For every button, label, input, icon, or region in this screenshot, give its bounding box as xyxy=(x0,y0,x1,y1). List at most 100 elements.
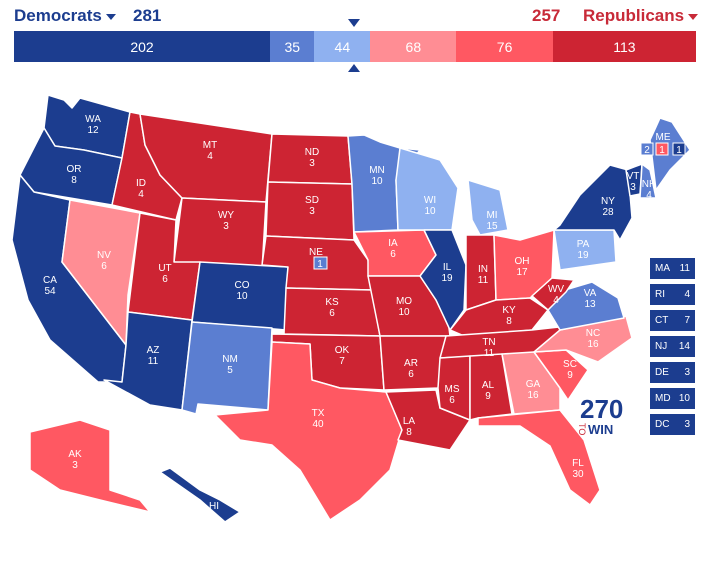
state-label-nh: NH 4 xyxy=(642,179,656,201)
state-label-az: AZ 11 xyxy=(147,345,160,367)
state-wi[interactable] xyxy=(395,147,459,231)
state-label-ca: CA 54 xyxy=(43,275,57,297)
electoral-vote-bar: 202 35 44 68 76 113 xyxy=(14,31,697,62)
side-box-ev: 3 xyxy=(684,367,690,378)
maine-district-3-label: 1 xyxy=(676,145,682,156)
270towin-logo: 270 TO WIN xyxy=(577,394,624,437)
state-label-ar: AR 6 xyxy=(404,358,418,380)
state-wy[interactable] xyxy=(173,197,267,271)
chevron-down-icon xyxy=(105,13,116,20)
side-box-ev: 7 xyxy=(684,315,690,326)
state-ak[interactable] xyxy=(29,419,151,513)
state-label-al: AL 9 xyxy=(482,380,495,402)
side-box-abbr: DE xyxy=(655,367,669,378)
republicans-dropdown[interactable]: Republicans xyxy=(583,6,699,26)
side-box-ev: 3 xyxy=(684,419,690,430)
state-label-ga: GA 16 xyxy=(526,379,541,401)
state-label-pa: PA 19 xyxy=(577,239,590,261)
state-label-oh: OH 17 xyxy=(515,256,530,278)
maine-district-2-box[interactable] xyxy=(655,142,669,156)
side-box-abbr: NJ xyxy=(655,341,668,352)
bar-safe-republican[interactable]: 113 xyxy=(552,31,697,62)
state-tx[interactable] xyxy=(214,341,403,521)
state-label-id: ID 4 xyxy=(136,178,146,200)
state-fl[interactable] xyxy=(477,409,601,506)
state-nm[interactable] xyxy=(181,321,273,415)
republicans-total: 257 xyxy=(532,6,561,25)
bar-likely-democrat[interactable]: 35 xyxy=(270,31,315,62)
270-marker-top-icon xyxy=(348,19,360,27)
state-label-ia: IA 6 xyxy=(388,238,398,260)
state-label-sd: SD 3 xyxy=(305,195,319,217)
state-ny[interactable] xyxy=(553,164,633,241)
270-marker-bottom-icon xyxy=(348,64,360,72)
republicans-label: Republicans xyxy=(583,6,685,25)
state-me[interactable] xyxy=(649,117,691,191)
state-hi[interactable] xyxy=(159,467,241,523)
state-label-fl: FL 30 xyxy=(572,458,584,480)
side-box-nj[interactable]: NJ 14 xyxy=(650,336,695,357)
state-label-mt: MT 4 xyxy=(203,140,217,162)
side-box-ev: 11 xyxy=(679,263,690,274)
state-label-ky: KY 8 xyxy=(502,305,516,327)
nebraska-district-2-box[interactable] xyxy=(313,256,328,270)
state-label-ny: NY 28 xyxy=(601,196,615,218)
side-box-ma[interactable]: MA 11 xyxy=(650,258,695,279)
state-wv[interactable] xyxy=(531,277,575,311)
side-box-de[interactable]: DE 3 xyxy=(650,362,695,383)
state-label-nv: NV 6 xyxy=(97,250,111,272)
side-box-abbr: RI xyxy=(655,289,665,300)
state-mi[interactable] xyxy=(467,179,509,236)
state-label-wi: WI 10 xyxy=(424,195,436,217)
state-label-nm: NM 5 xyxy=(222,354,238,376)
state-label-nd: ND 3 xyxy=(305,147,319,169)
state-label-vt: VT 3 xyxy=(627,171,640,193)
nebraska-district-2-label: 1 xyxy=(317,259,323,270)
state-label-nc: NC 16 xyxy=(586,328,600,350)
bar-lean-democrat[interactable]: 44 xyxy=(314,31,371,62)
state-label-ms: MS 6 xyxy=(445,384,460,406)
side-box-abbr: MA xyxy=(655,263,670,274)
state-label-wa: WA 12 xyxy=(85,114,101,136)
maine-district-3-box[interactable] xyxy=(672,142,686,156)
side-box-abbr: MD xyxy=(655,393,671,404)
maine-district-2-label: 1 xyxy=(659,145,665,156)
side-box-ev: 14 xyxy=(678,341,690,352)
state-label-in: IN 11 xyxy=(478,264,489,286)
state-label-ut: UT 6 xyxy=(158,263,171,285)
side-box-dc[interactable]: DC 3 xyxy=(650,414,695,435)
state-label-mn: MN 10 xyxy=(369,165,385,187)
state-label-wv: WV 4 xyxy=(548,284,564,306)
side-box-abbr: CT xyxy=(655,315,669,326)
side-box-ev: 10 xyxy=(678,393,690,404)
democrats-dropdown[interactable]: Democrats xyxy=(14,6,116,26)
state-ms[interactable] xyxy=(437,355,471,421)
state-nh[interactable] xyxy=(639,163,657,199)
chevron-down-icon xyxy=(688,13,699,20)
side-box-ri[interactable]: RI 4 xyxy=(650,284,695,305)
democrats-total: 281 xyxy=(133,6,162,25)
side-box-ev: 4 xyxy=(684,289,690,300)
state-label-sc: SC 9 xyxy=(563,359,577,381)
state-label-ok: OK 7 xyxy=(335,345,350,367)
state-label-ks: KS 6 xyxy=(325,297,339,319)
side-box-md[interactable]: MD 10 xyxy=(650,388,695,409)
bar-likely-republican[interactable]: 76 xyxy=(456,31,553,62)
democrats-label: Democrats xyxy=(14,6,102,25)
state-la[interactable] xyxy=(385,389,471,451)
bar-safe-democrat[interactable]: 202 xyxy=(14,31,271,62)
side-box-ct[interactable]: CT 7 xyxy=(650,310,695,331)
side-box-abbr: DC xyxy=(655,419,670,430)
state-label-or: OR 8 xyxy=(67,164,82,186)
state-label-tn: TN 11 xyxy=(482,337,495,359)
state-label-il: IL 19 xyxy=(441,262,453,284)
state-label-mo: MO 10 xyxy=(396,296,412,318)
bar-lean-republican[interactable]: 68 xyxy=(370,31,457,62)
maine-district-1-box[interactable] xyxy=(640,142,654,156)
state-label-ak: AK 3 xyxy=(68,449,82,471)
state-label-co: CO 10 xyxy=(235,280,250,302)
maine-district-1-label: 2 xyxy=(644,145,650,156)
state-ga[interactable] xyxy=(501,351,561,415)
state-label-va: VA 13 xyxy=(584,288,597,310)
